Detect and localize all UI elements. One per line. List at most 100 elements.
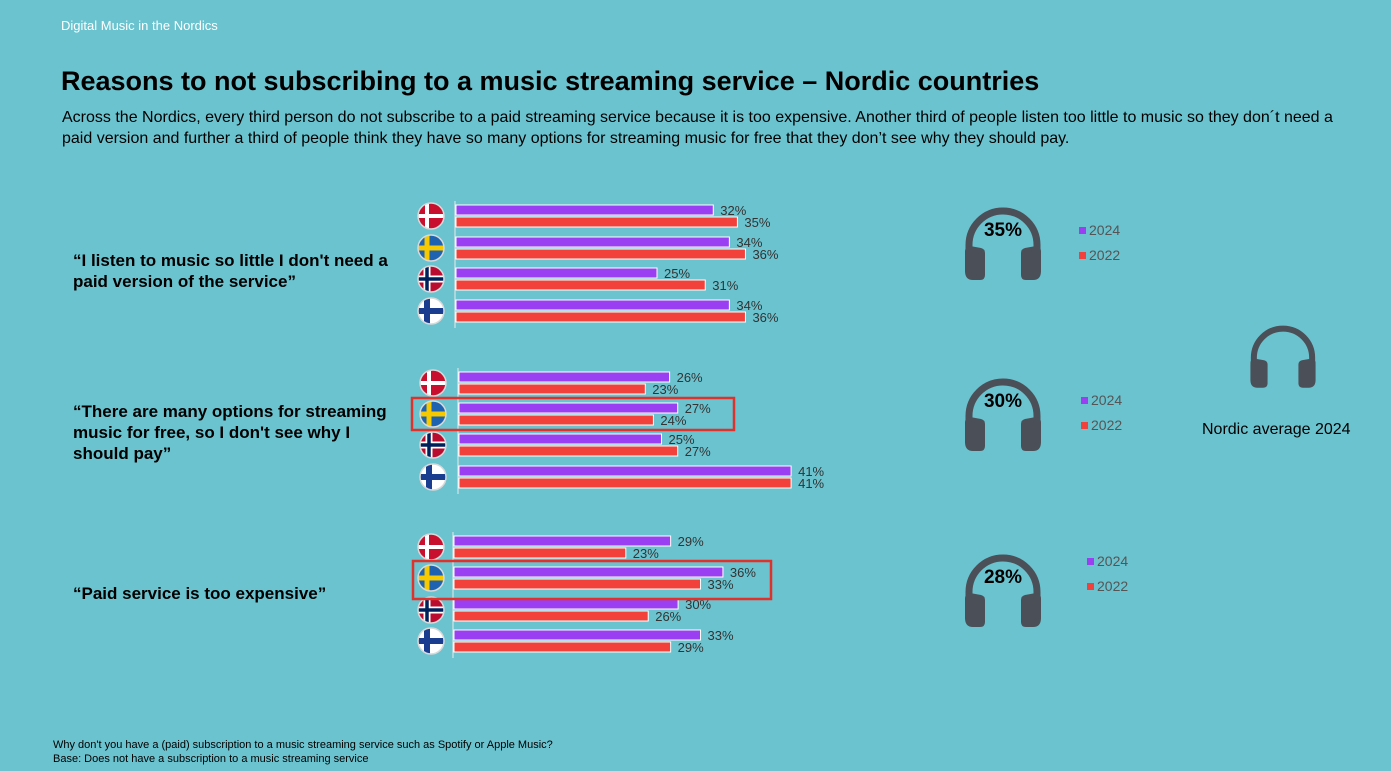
flag-cross-horizontal	[420, 381, 446, 385]
flag-ring	[417, 234, 445, 262]
flag-cross-horizontal-inner	[420, 443, 446, 447]
nordic-average-value-1: 35%	[983, 220, 1023, 241]
data-label-2022: 36%	[752, 247, 778, 262]
legend-swatch-2022	[1081, 422, 1088, 429]
flag-no	[417, 596, 445, 624]
bar-2022	[455, 279, 706, 291]
flag-cross-horizontal	[418, 308, 444, 314]
data-label-2022: 31%	[712, 278, 738, 293]
flag-cross-horizontal	[418, 545, 444, 549]
data-label-2024: 29%	[678, 534, 704, 549]
bar-2022	[453, 547, 627, 559]
page-title: Reasons to not subscribing to a music st…	[61, 66, 1040, 96]
flag-cross-horizontal	[420, 474, 446, 480]
headphones-icon	[965, 207, 1041, 280]
legend-3: 2024 2022	[1087, 549, 1128, 599]
bar-2024	[453, 629, 702, 641]
header-label: Digital Music in the Nordics	[61, 18, 218, 33]
flag-no	[417, 265, 445, 293]
headphones-average-2: 30%	[961, 374, 1045, 454]
footnote-base: Base: Does not have a subscription to a …	[53, 753, 369, 765]
highlight-box	[410, 396, 736, 432]
flag-fi	[419, 463, 447, 491]
bar-2022	[458, 477, 792, 489]
nordic-average-value-2: 30%	[983, 391, 1023, 412]
legend-2: 2024 2022	[1081, 388, 1122, 438]
data-label-2022: 27%	[685, 444, 711, 459]
bar-2024	[453, 535, 672, 547]
data-label-2024: 34%	[736, 298, 762, 313]
flag-dk	[417, 202, 445, 230]
data-label-2024: 30%	[685, 597, 711, 612]
flag-se	[417, 564, 445, 592]
headphones-average-1: 35%	[961, 203, 1045, 283]
flag-cross-horizontal	[418, 638, 444, 644]
question-2-label: “There are many options for streaming mu…	[73, 402, 387, 463]
flag-cross-horizontal	[418, 245, 444, 251]
flag-ring	[417, 202, 445, 230]
bar-2024	[458, 402, 679, 414]
data-label-2022: 33%	[708, 577, 734, 592]
legend-label-2024: 2024	[1089, 222, 1121, 238]
bar-2022	[458, 383, 646, 395]
legend-swatch-2022	[1079, 252, 1086, 259]
data-label-2022: 26%	[655, 609, 681, 624]
flag-se	[419, 400, 447, 428]
legend-label-2022: 2022	[1097, 578, 1129, 594]
legend-swatch-2022	[1087, 583, 1094, 590]
data-label-2024: 25%	[669, 432, 695, 447]
bar-2024	[458, 433, 662, 445]
flag-dk	[419, 369, 447, 397]
question-1-label: “I listen to music so little I don't nee…	[73, 251, 388, 291]
data-label-2022: 29%	[678, 640, 704, 655]
data-label-2022: 24%	[660, 413, 686, 428]
chart-panel-3: 29%23%36%33%30%26%33%29%	[411, 532, 773, 658]
data-label-2022: 23%	[633, 546, 659, 561]
flag-fi	[417, 297, 445, 325]
flag-se	[417, 234, 445, 262]
flag-cross-horizontal	[418, 575, 444, 581]
flag-dk	[417, 533, 445, 561]
data-label-2024: 33%	[708, 628, 734, 643]
data-label-2024: 25%	[664, 266, 690, 281]
flag-no	[419, 431, 447, 459]
bar-2024	[455, 299, 730, 311]
legend-label-2022: 2022	[1091, 417, 1123, 433]
footnote-question: Why don't you have a (paid) subscription…	[53, 739, 553, 751]
data-label-2022: 23%	[652, 382, 678, 397]
flag-fi	[417, 627, 445, 655]
chart-panel-2: 26%23%27%24%25%27%41%41%	[410, 368, 825, 494]
legend-swatch-2024	[1081, 397, 1088, 404]
flag-ring	[417, 596, 445, 624]
headphones-icon	[965, 378, 1041, 451]
data-label-2022: 41%	[798, 476, 824, 491]
highlight-box	[411, 559, 773, 601]
bar-2022	[458, 445, 679, 457]
bar-2022	[458, 414, 654, 426]
nordic-average-label: Nordic average 2024	[1202, 421, 1351, 438]
flag-ring	[417, 265, 445, 293]
data-label-2024: 36%	[730, 565, 756, 580]
legend-1: 2024 2022	[1079, 218, 1120, 268]
bar-2024	[453, 598, 679, 610]
question-3-label: “Paid service is too expensive”	[73, 584, 327, 603]
flag-ring	[419, 431, 447, 459]
flag-ring	[417, 627, 445, 655]
nordic-average-value-3: 28%	[983, 567, 1023, 588]
data-label-2024: 41%	[798, 464, 824, 479]
bar-2024	[455, 236, 730, 248]
legend-swatch-2024	[1087, 558, 1094, 565]
flag-cross-horizontal	[420, 411, 446, 417]
flag-ring	[417, 564, 445, 592]
legend-label-2022: 2022	[1089, 247, 1121, 263]
legend-label-2024: 2024	[1097, 553, 1129, 569]
data-label-2024: 27%	[685, 401, 711, 416]
bar-2024	[455, 267, 658, 279]
flag-ring	[419, 400, 447, 428]
flag-ring	[417, 297, 445, 325]
data-label-2024: 26%	[677, 370, 703, 385]
nordic-average-headphones	[1247, 320, 1319, 392]
bar-2024	[458, 465, 792, 477]
flag-ring	[419, 463, 447, 491]
bar-2024	[458, 371, 671, 383]
